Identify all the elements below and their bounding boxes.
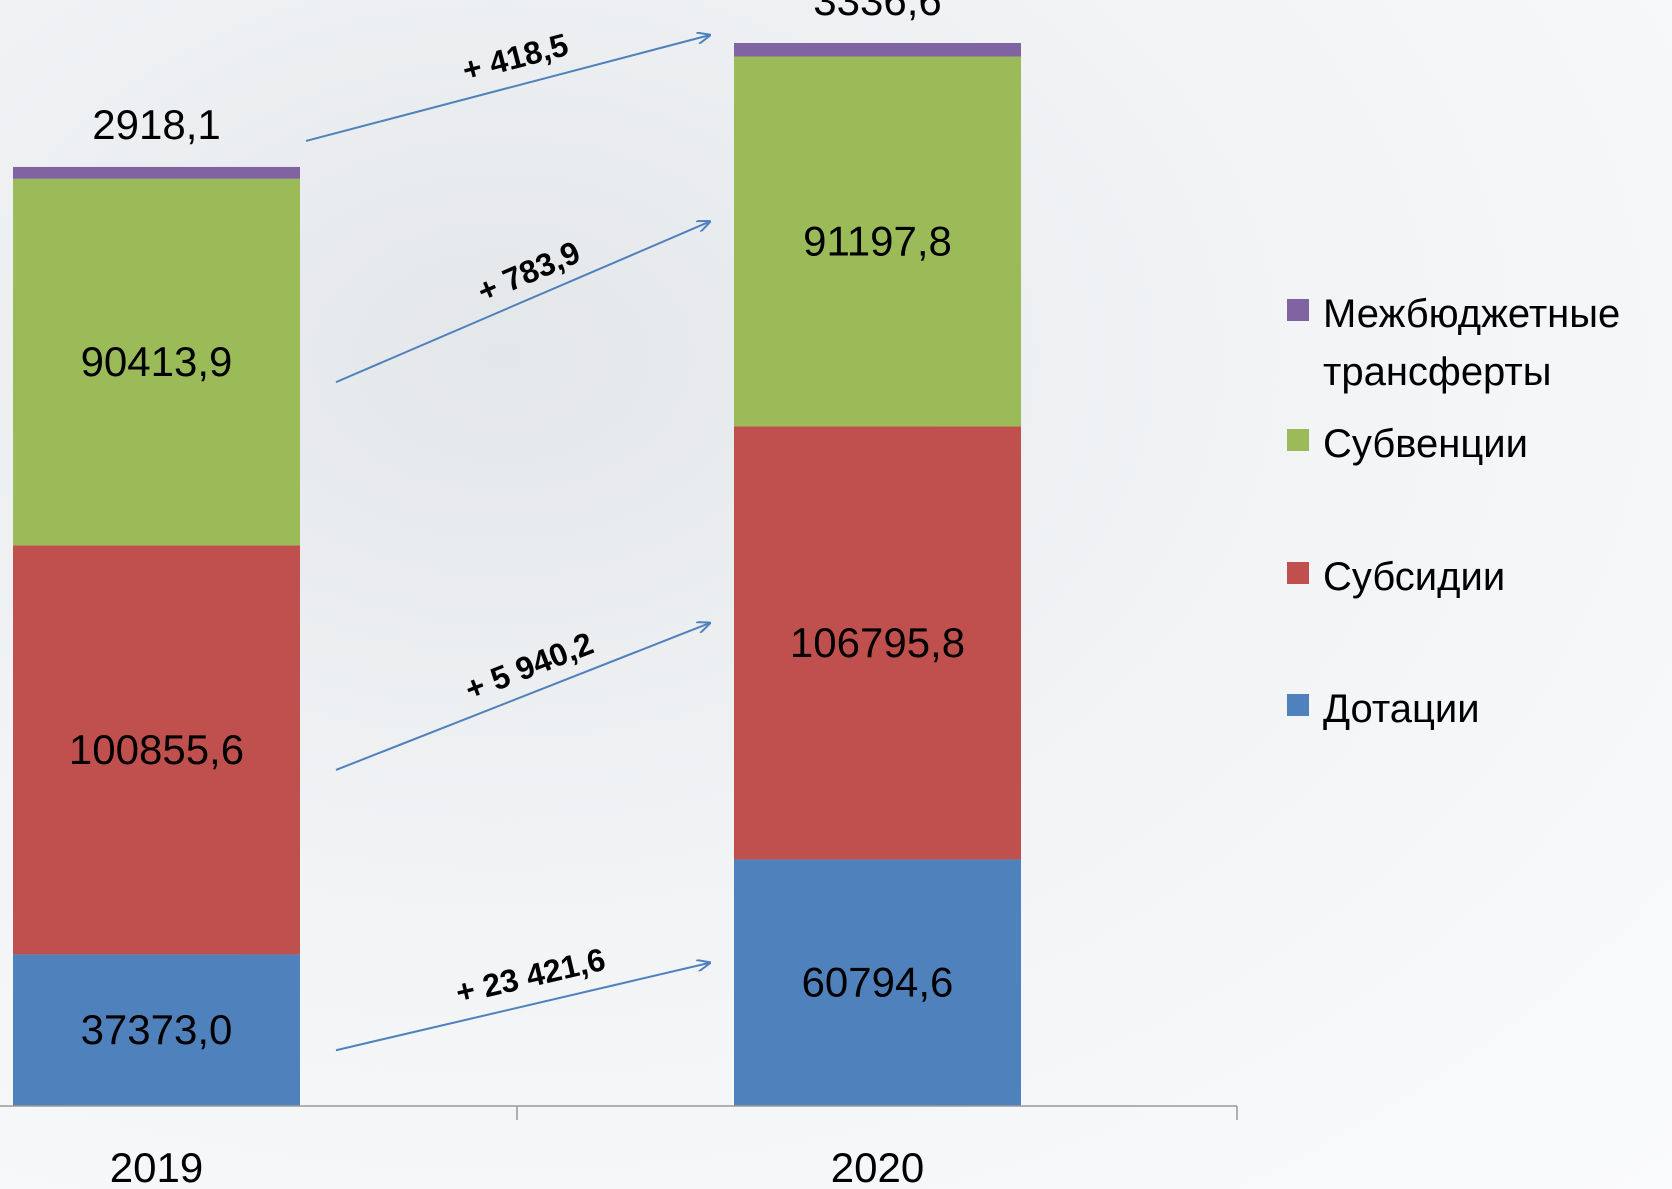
growth-annotation: + 23 421,6 bbox=[452, 941, 608, 1011]
legend-label: Межбюджетные трансферты bbox=[1323, 285, 1668, 401]
legend-label: Дотации bbox=[1323, 680, 1668, 738]
x-tick-label: 2020 bbox=[831, 1144, 924, 1189]
value-label: 60794,6 bbox=[802, 959, 954, 1006]
legend-entry: Межбюджетные трансферты bbox=[1287, 285, 1668, 401]
legend-label: Субвенции bbox=[1323, 415, 1668, 473]
legend-label: Субсидии bbox=[1323, 548, 1668, 606]
value-label: 106795,8 bbox=[790, 619, 965, 666]
legend-swatch bbox=[1287, 429, 1309, 451]
value-label: 100855,6 bbox=[69, 726, 244, 773]
value-label: 37373,0 bbox=[81, 1006, 233, 1053]
bar-segment bbox=[13, 167, 300, 179]
legend-entry: Дотации bbox=[1287, 680, 1668, 738]
value-label: 3336,6 bbox=[813, 0, 941, 24]
value-label: 90413,9 bbox=[81, 338, 233, 385]
x-tick-label: 2019 bbox=[110, 1144, 203, 1189]
legend-swatch bbox=[1287, 562, 1309, 584]
value-label: 91197,8 bbox=[803, 217, 952, 264]
legend-entry: Субсидии bbox=[1287, 548, 1668, 606]
legend-entry: Субвенции bbox=[1287, 415, 1668, 473]
legend-swatch bbox=[1287, 694, 1309, 716]
growth-annotation: + 783,9 bbox=[472, 234, 585, 310]
value-label: 2918,1 bbox=[92, 101, 220, 148]
growth-annotation: + 418,5 bbox=[459, 26, 572, 88]
legend-swatch bbox=[1287, 299, 1309, 321]
bar-segment bbox=[734, 43, 1021, 57]
growth-arrow bbox=[336, 623, 710, 770]
growth-arrow bbox=[336, 221, 710, 382]
chart-page: 37373,0 100855,6 90413,9 2918,1 2019 60794,6 1… bbox=[0, 0, 1672, 1189]
